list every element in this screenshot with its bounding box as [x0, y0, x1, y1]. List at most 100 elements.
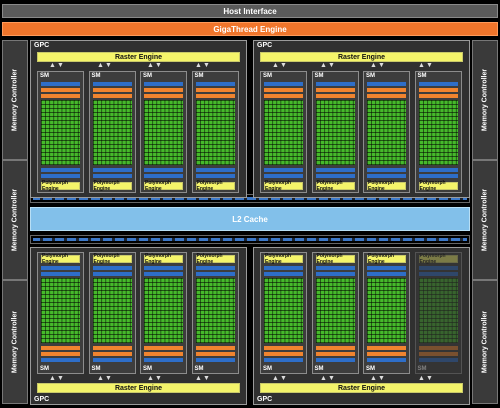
register-file-strip	[41, 168, 80, 172]
cuda-core-array	[418, 100, 458, 165]
instruction-cache-strip	[264, 94, 303, 98]
memory-controller-left-1: Memory Controller	[2, 40, 28, 160]
sm-label: SM	[314, 73, 324, 79]
up-arrow-icon: ▲	[49, 375, 56, 382]
register-file-strip	[41, 174, 80, 178]
register-file-strip	[41, 266, 80, 270]
cuda-core-array	[315, 278, 355, 343]
instruction-cache-strip	[195, 346, 235, 350]
instruction-cache-strip	[144, 352, 183, 356]
register-file-strip	[418, 358, 458, 362]
up-arrow-icon: ▲	[49, 62, 56, 69]
up-arrow-icon: ▲	[195, 375, 202, 382]
down-arrow-icon: ▼	[57, 62, 64, 69]
polymorph-engine: Polymorph Engine	[418, 180, 458, 192]
down-arrow-icon: ▼	[378, 375, 385, 382]
instruction-cache-strip	[92, 88, 132, 92]
l2-cache-region: L2 Cache	[30, 194, 470, 246]
down-arrow-icon: ▼	[426, 62, 433, 69]
instruction-cache-strip	[315, 346, 355, 350]
sm-label: SM	[314, 366, 324, 372]
cuda-core-array	[41, 100, 80, 165]
register-file-strip	[92, 266, 132, 270]
memory-controller-label: Memory Controller	[11, 68, 19, 132]
register-file-strip	[264, 358, 303, 362]
streaming-multiprocessor: SM Polymorph Engine	[414, 71, 462, 193]
instruction-cache-strip	[195, 88, 235, 92]
memory-controller-label: Memory Controller	[11, 188, 19, 252]
memory-controller-left-3: Memory Controller	[2, 280, 28, 404]
register-file-strip	[418, 82, 458, 86]
register-file-strip	[315, 266, 355, 270]
instruction-cache-strip	[367, 352, 406, 356]
instruction-cache-strip	[264, 352, 303, 356]
instruction-cache-strip	[264, 88, 303, 92]
instruction-cache-strip	[418, 346, 458, 350]
polymorph-engine: Polymorph Engine	[92, 180, 132, 192]
cuda-core-array	[418, 278, 458, 343]
polymorph-engine: Polymorph Engine	[195, 253, 235, 265]
up-arrow-icon: ▲	[147, 375, 154, 382]
up-arrow-icon: ▲	[97, 375, 104, 382]
raster-arrows: ▲ ▼ ▲ ▼ ▲ ▼ ▲ ▼	[260, 375, 463, 383]
cuda-core-array	[315, 100, 355, 165]
down-arrow-icon: ▼	[155, 62, 162, 69]
memory-controller-right-3: Memory Controller	[472, 280, 498, 404]
sm-label: SM	[40, 73, 49, 79]
register-file-strip	[264, 174, 303, 178]
register-file-strip	[144, 174, 183, 178]
cuda-core-array	[264, 278, 303, 343]
instruction-cache-strip	[92, 346, 132, 350]
polymorph-engine: Polymorph Engine	[315, 253, 355, 265]
down-arrow-icon: ▼	[105, 62, 112, 69]
sm-label: SM	[417, 73, 427, 79]
register-file-strip	[92, 358, 132, 362]
register-file-strip	[195, 82, 235, 86]
up-arrow-icon: ▲	[97, 62, 104, 69]
down-arrow-icon: ▼	[203, 375, 210, 382]
instruction-cache-strip	[367, 94, 406, 98]
polymorph-engine: Polymorph Engine	[144, 253, 183, 265]
cuda-core-array	[367, 100, 406, 165]
polymorph-engine: Polymorph Engine	[367, 253, 406, 265]
polymorph-engine: Polymorph Engine	[195, 180, 235, 192]
register-file-strip	[315, 82, 355, 86]
cuda-core-array	[195, 100, 235, 165]
register-file-strip	[144, 266, 183, 270]
streaming-multiprocessor: SM Polymorph Engine	[140, 252, 187, 374]
down-arrow-icon: ▼	[155, 375, 162, 382]
up-arrow-icon: ▲	[195, 62, 202, 69]
register-file-strip	[418, 174, 458, 178]
cuda-core-array	[92, 100, 132, 165]
instruction-cache-strip	[418, 352, 458, 356]
raster-engine: Raster Engine	[37, 52, 240, 62]
down-arrow-icon: ▼	[57, 375, 64, 382]
gpc-label: GPC	[34, 396, 50, 403]
sm-label: SM	[417, 366, 427, 372]
streaming-multiprocessor: SM Polymorph Engine	[363, 71, 410, 193]
memory-controller-label: Memory Controller	[481, 68, 489, 132]
down-arrow-icon: ▼	[203, 62, 210, 69]
instruction-cache-strip	[418, 94, 458, 98]
memory-controller-label: Memory Controller	[481, 310, 489, 374]
raster-engine: Raster Engine	[260, 52, 463, 62]
register-file-strip	[195, 358, 235, 362]
instruction-cache-strip	[41, 94, 80, 98]
register-file-strip	[264, 272, 303, 276]
polymorph-engine: Polymorph Engine	[92, 253, 132, 265]
sm-label: SM	[143, 73, 152, 79]
register-file-strip	[195, 168, 235, 172]
cuda-core-array	[92, 278, 132, 343]
register-file-strip	[41, 358, 80, 362]
memory-controller-right-1: Memory Controller	[472, 40, 498, 160]
up-arrow-icon: ▲	[320, 62, 327, 69]
sm-label: SM	[143, 366, 152, 372]
down-arrow-icon: ▼	[378, 62, 385, 69]
gigathread-engine-bar: GigaThread Engine	[2, 22, 498, 36]
gpc-bottom-left: GPC Raster Engine ▲ ▼ ▲ ▼ ▲ ▼ ▲ ▼ SM Polymorph Engi…	[30, 247, 247, 405]
down-arrow-icon: ▼	[105, 375, 112, 382]
l2-cache: L2 Cache	[30, 207, 470, 231]
down-arrow-icon: ▼	[280, 62, 287, 69]
polymorph-engine: Polymorph Engine	[367, 180, 406, 192]
